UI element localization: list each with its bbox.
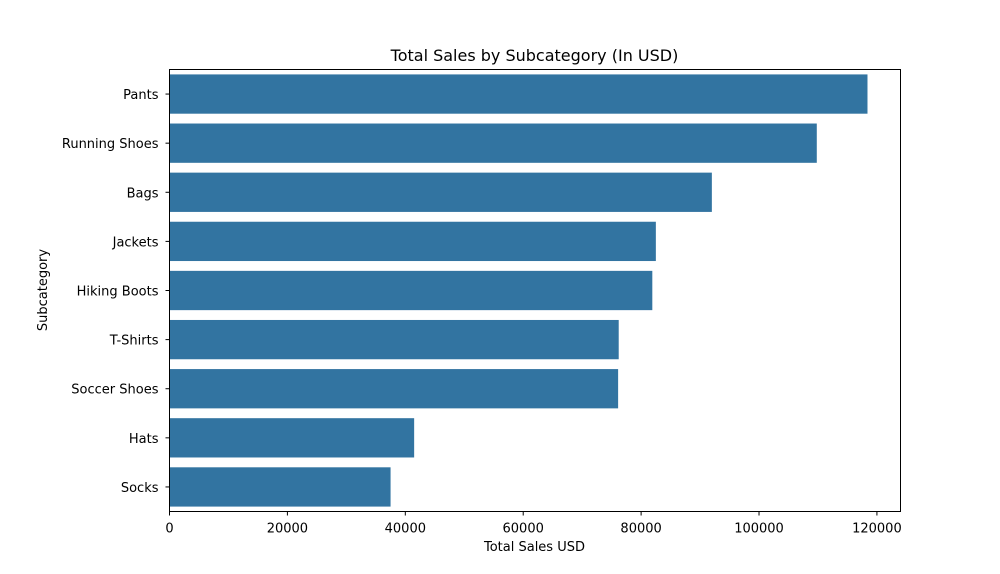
bar bbox=[169, 123, 817, 163]
plot-frame bbox=[169, 69, 901, 512]
x-tick-label: 60000 bbox=[503, 522, 544, 537]
chart-title: Total Sales by Subcategory (In USD) bbox=[390, 46, 679, 65]
bar bbox=[169, 418, 415, 458]
x-tick-label: 40000 bbox=[385, 522, 426, 537]
bar bbox=[169, 221, 656, 262]
y-tick-label: Hiking Boots bbox=[77, 285, 159, 300]
x-tick-label: 120000 bbox=[852, 522, 902, 537]
y-tick-label: Soccer Shoes bbox=[71, 383, 158, 398]
y-tick-label: T-Shirts bbox=[109, 334, 159, 349]
x-tick-label: 0 bbox=[165, 522, 173, 537]
bars-layer bbox=[169, 74, 868, 507]
y-tick-label: Pants bbox=[123, 88, 159, 103]
x-tick-label: 20000 bbox=[267, 522, 308, 537]
y-tick-label: Hats bbox=[129, 432, 159, 447]
bar bbox=[169, 74, 868, 114]
bar bbox=[169, 369, 619, 409]
y-axis-ticks: Pants Running Shoes Bags Jackets Hiking Boot… bbox=[62, 88, 170, 496]
y-tick-label: Jackets bbox=[112, 235, 159, 250]
y-tick-label: Running Shoes bbox=[62, 137, 159, 152]
x-tick-label: 100000 bbox=[734, 522, 784, 537]
y-axis-label: Subcategory bbox=[36, 249, 51, 332]
bar bbox=[169, 319, 619, 360]
y-tick-label: Bags bbox=[127, 186, 159, 201]
x-axis-label: Total Sales USD bbox=[483, 540, 585, 555]
x-axis-ticks: 0 20000 40000 60000 80000 100000 120000 bbox=[165, 511, 902, 537]
x-tick-label: 80000 bbox=[620, 522, 661, 537]
bar bbox=[169, 270, 653, 311]
y-tick-label: Socks bbox=[121, 481, 159, 496]
bar bbox=[169, 467, 391, 507]
bar bbox=[169, 172, 712, 212]
